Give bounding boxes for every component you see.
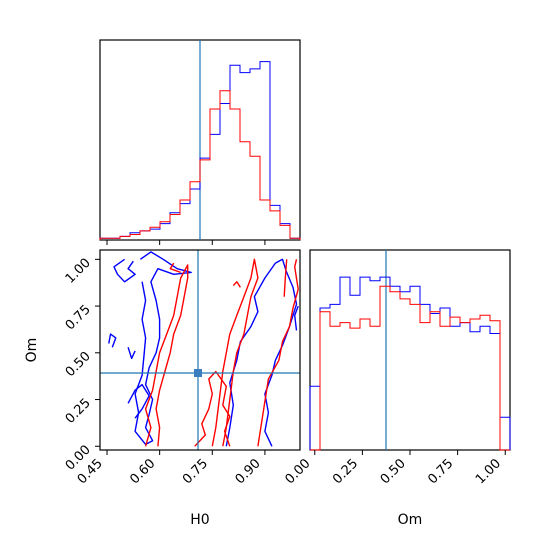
om-marginal-histogram: 0.00 0.25 0.50 0.75 1.00 Om: [283, 249, 511, 528]
om-hist-xtick-label: 0.75: [425, 456, 456, 487]
om-hist-xticks: 0.00 0.25 0.50 0.75 1.00: [283, 450, 506, 487]
om-ytick-label: 0.75: [63, 302, 94, 333]
om-ytick-label: 0.50: [63, 349, 94, 380]
red-contour-0: [144, 264, 189, 447]
red-contour-2: [194, 370, 231, 447]
om-hist-step-blue: [309, 276, 511, 450]
blue-contour-6: [294, 305, 299, 331]
contour-frame: [99, 249, 301, 451]
red-contour-3: [211, 258, 259, 447]
om-hist-xtick-label: 0.00: [283, 456, 314, 487]
om-hist-axis-label: Om: [398, 512, 423, 528]
h0-xtick-label: 0.60: [127, 456, 158, 487]
om-hist-series: [309, 276, 511, 451]
om-hist-xtick-label: 1.00: [473, 456, 504, 487]
red-contour-1: [169, 262, 181, 274]
h0-xtick-label: 0.90: [233, 456, 264, 487]
red-contour-5: [283, 259, 288, 297]
h0-xtick-label: 0.75: [180, 456, 211, 487]
om-hist-step-red: [310, 285, 510, 451]
om-axis-label: Om: [24, 338, 40, 363]
om-ytick-label: 0.25: [63, 396, 94, 427]
red-contour-6: [232, 281, 241, 288]
blue-contour-3: [127, 346, 136, 360]
blue-contour-0: [134, 251, 192, 446]
blue-contour-4: [127, 383, 150, 419]
h0-axis-label: H0: [190, 512, 209, 528]
h0-hist-xticks: [106, 240, 266, 245]
h0-om-contour-panel: 0.45 0.60 0.75 0.90 0.000.250.500.751.00 H0…: [24, 249, 301, 528]
h0-hist-step-red: [99, 90, 301, 240]
om-yticks: 0.000.250.500.751.00: [63, 256, 100, 474]
red-contour-4: [257, 259, 299, 447]
om-hist-xtick-label: 0.50: [378, 456, 409, 487]
contour-series: [108, 251, 299, 447]
blue-contour-1: [113, 258, 136, 283]
truth-marker: [194, 369, 202, 377]
h0-hist-step-blue: [99, 61, 301, 240]
h0-marginal-histogram: [99, 39, 301, 245]
h0-hist-series: [99, 61, 301, 240]
om-ytick-label: 1.00: [63, 256, 94, 287]
om-hist-xtick-label: 0.25: [330, 456, 361, 487]
h0-xticks: 0.45 0.60 0.75 0.90: [75, 450, 266, 487]
blue-contour-2: [108, 333, 117, 348]
